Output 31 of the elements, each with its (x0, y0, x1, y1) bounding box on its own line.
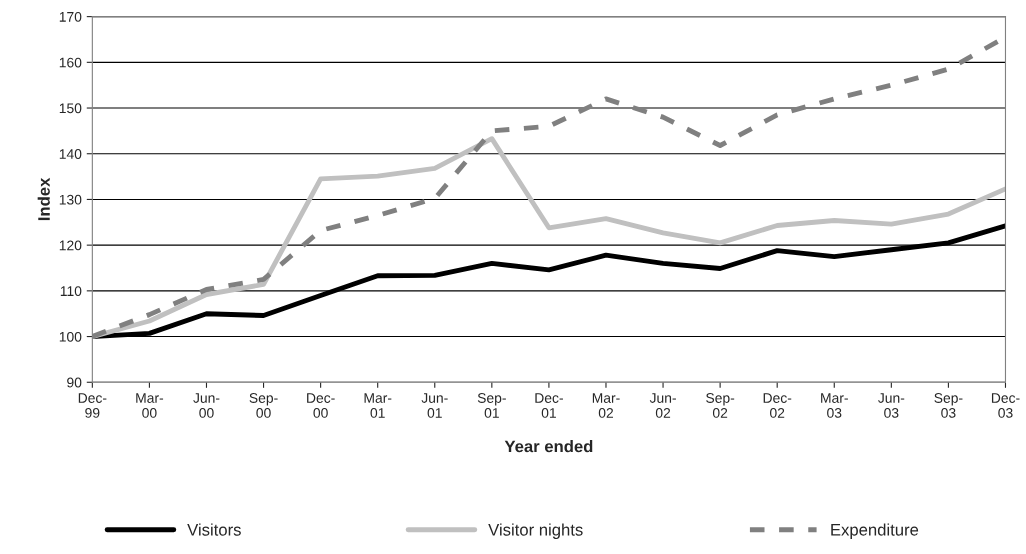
legend-label: Expenditure (831, 523, 919, 539)
x-tick-label: Jun- 03 (878, 393, 905, 418)
x-tick-label: Sep- 03 (934, 393, 963, 418)
legend-label: Visitors (187, 523, 241, 536)
x-tick-label: Jun- 00 (193, 393, 220, 418)
y-tick-label: 150 (59, 103, 82, 114)
y-tick-label: 160 (59, 57, 82, 68)
y-tick-label: 170 (59, 11, 82, 22)
x-axis-title: Year ended (504, 440, 593, 453)
x-tick-label: Dec- 00 (307, 393, 335, 418)
x-tick-label: Sep- 00 (249, 393, 278, 418)
y-tick-label: 100 (59, 331, 82, 342)
x-tick-label: Mar- 03 (821, 393, 848, 418)
y-axis-title: Index (37, 177, 50, 221)
y-tick-label: 90 (67, 377, 82, 388)
x-tick-label: Mar- 00 (136, 393, 164, 418)
x-tick-label: Sep- 01 (477, 393, 506, 418)
y-tick-label: 140 (59, 149, 82, 159)
x-tick-label: Mar- 01 (364, 393, 392, 418)
x-tick-label: Dec- 99 (78, 393, 107, 418)
y-tick-label: 120 (59, 240, 82, 251)
x-tick-label: Mar- 02 (592, 393, 620, 418)
x-tick-label: Dec- 01 (535, 393, 563, 418)
legend-label: Visitor nights (488, 523, 583, 539)
x-tick-label: Sep- 02 (706, 393, 735, 418)
x-tick-label: Jun- 02 (649, 393, 676, 418)
x-tick-label: Dec- 02 (763, 393, 792, 418)
y-tick-label: 130 (59, 194, 82, 205)
y-tick-label: 110 (60, 286, 82, 297)
x-tick-label: Jun- 01 (421, 393, 448, 418)
x-tick-label: Dec- 03 (991, 393, 1020, 418)
